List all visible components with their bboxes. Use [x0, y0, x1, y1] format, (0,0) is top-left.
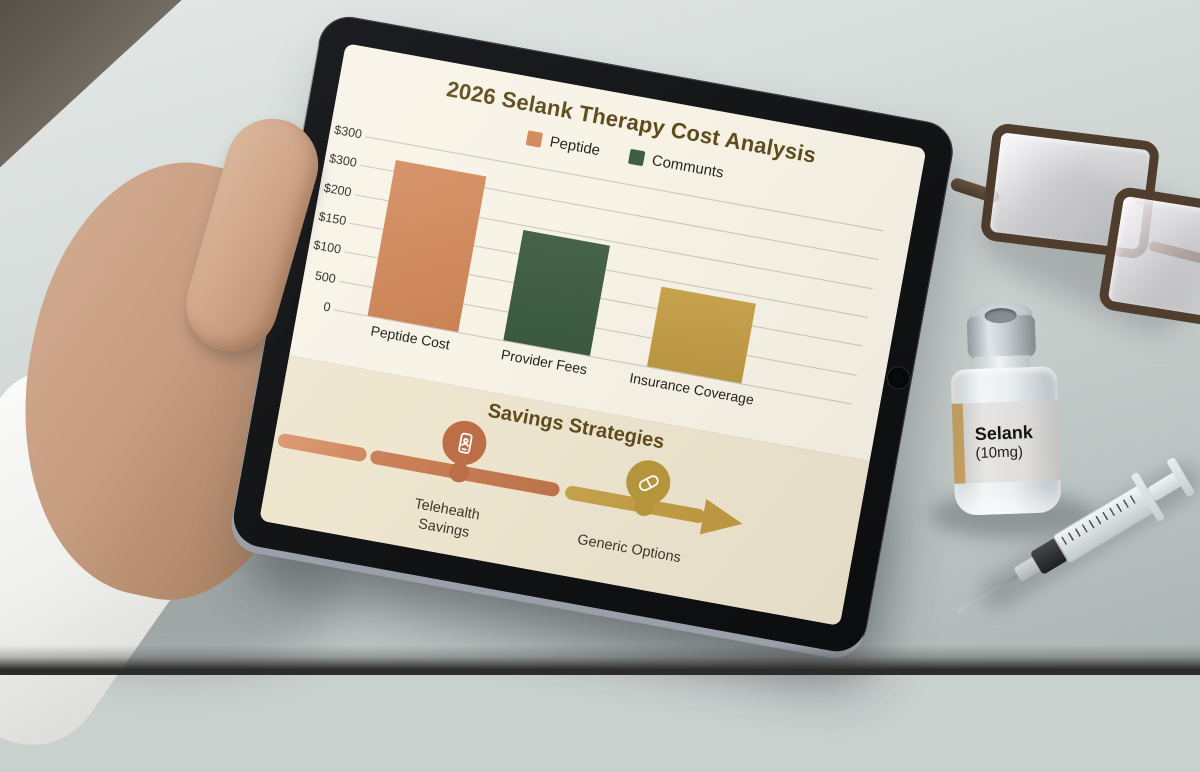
- vial-dose: (10mg): [975, 443, 1024, 462]
- y-axis-tick: $300: [328, 151, 358, 170]
- bar-peptide-cost: [367, 160, 487, 332]
- milestone-label-telehealth: Telehealth Savings: [413, 496, 482, 541]
- legend-label-communts: Communts: [650, 151, 725, 182]
- pill-icon: [638, 474, 659, 491]
- legend-swatch-peptide: [525, 130, 544, 148]
- vial-label: Selank (10mg): [951, 400, 1061, 484]
- y-axis-tick: 500: [313, 268, 337, 287]
- vial-name: Selank: [974, 422, 1034, 445]
- milestone-label-generic: Generic Options: [576, 531, 683, 567]
- savings-timeline: Telehealth Savings Generic Options: [259, 393, 862, 624]
- timeline-arrow-icon: [699, 498, 746, 542]
- tablet: 2026 Selank Therapy Cost Analysis Peptid…: [228, 13, 957, 657]
- y-axis-tick: 0: [322, 299, 332, 315]
- bar-plot: $300 $300 $200 $150 $100 500 0 Peptide C…: [312, 123, 884, 408]
- legend-item-peptide: Peptide: [525, 129, 602, 160]
- y-axis-tick: $100: [312, 237, 343, 257]
- bar-insurance-coverage: [647, 286, 756, 384]
- y-axis-tick: $150: [317, 209, 348, 229]
- syringe-needle: [956, 572, 1022, 613]
- legend-swatch-communts: [628, 148, 646, 167]
- y-axis-tick: $200: [322, 180, 353, 200]
- syringe-scale: [1061, 492, 1140, 545]
- tablet-screen: 2026 Selank Therapy Cost Analysis Peptid…: [259, 43, 927, 626]
- milestone-generic: [622, 456, 674, 508]
- timeline-segment-1: [276, 432, 368, 463]
- y-axis-tick: $300: [333, 122, 364, 142]
- bar-provider-fees: [503, 229, 610, 356]
- medicine-vial: Selank (10mg): [942, 300, 1067, 520]
- milestone-telehealth: [438, 417, 490, 469]
- legend-label-peptide: Peptide: [548, 133, 602, 160]
- legend-item-communts: Communts: [628, 148, 725, 182]
- savings-section: Savings Strategies: [259, 356, 870, 626]
- telehealth-phone-icon: [457, 432, 473, 454]
- vial-label-stripe: [951, 403, 966, 484]
- desk-front-edge: [0, 645, 1200, 675]
